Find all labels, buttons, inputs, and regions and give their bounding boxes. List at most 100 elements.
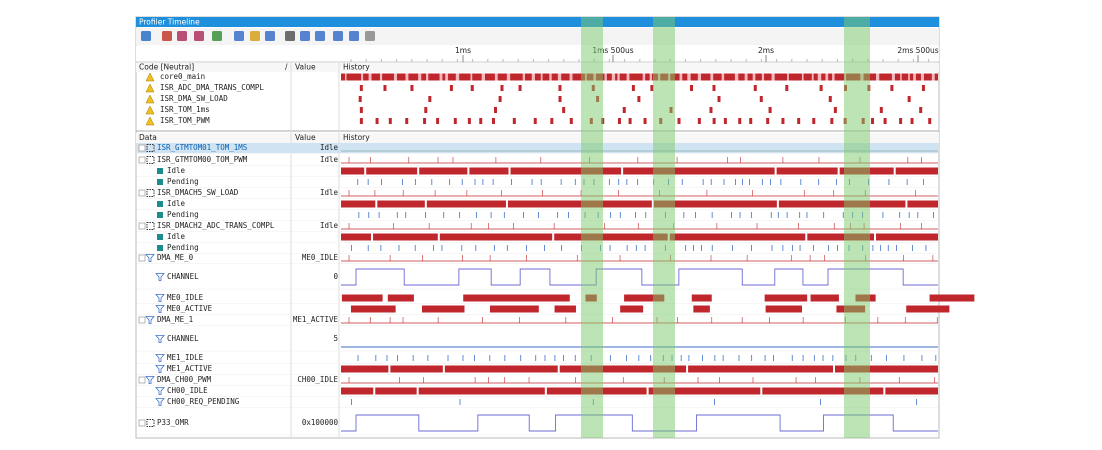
toolbar-button[interactable]: [212, 31, 222, 41]
data-label[interactable]: ISR_DMACH5_SW_LOAD: [157, 188, 239, 197]
toolbar-button[interactable]: [234, 31, 244, 41]
code-label[interactable]: ISR_TOM_1ms: [160, 105, 210, 114]
state-gap: [371, 233, 374, 241]
history-event: [491, 118, 495, 124]
toolbar-button[interactable]: [365, 31, 375, 41]
title-bar: [136, 17, 939, 27]
data-label[interactable]: ME1_ACTIVE: [167, 364, 213, 373]
state-gap: [832, 365, 835, 373]
state-gap: [544, 387, 547, 395]
filter-icon: [145, 316, 155, 324]
toolbar-button[interactable]: [162, 31, 172, 41]
data-label[interactable]: ISR_GTMTOM01_TOM_1MS: [157, 143, 248, 152]
toolbar-button[interactable]: [315, 31, 325, 41]
data-label[interactable]: Idle: [167, 232, 186, 241]
data-label[interactable]: Pending: [167, 210, 199, 219]
history-gap: [771, 73, 775, 81]
data-value: ME1_ACTIVE: [293, 315, 339, 324]
code-label[interactable]: core0_main: [160, 72, 205, 81]
expander[interactable]: [138, 254, 146, 262]
toolbar-button[interactable]: [285, 31, 295, 41]
state-bar: [341, 200, 938, 208]
data-label[interactable]: ME1_IDLE: [167, 353, 204, 362]
toolbar-button[interactable]: [194, 31, 204, 41]
state-gap: [552, 233, 555, 241]
column-header: Data: [139, 133, 157, 142]
state-block: [463, 294, 506, 302]
state-gap: [437, 233, 440, 241]
history-event: [569, 118, 573, 124]
history-event: [833, 107, 837, 113]
data-label[interactable]: Pending: [167, 177, 199, 186]
data-label[interactable]: ME0_IDLE: [167, 293, 204, 302]
history-event: [512, 118, 516, 124]
history-event: [766, 118, 770, 124]
history-gap: [557, 73, 562, 81]
history-event: [622, 107, 626, 113]
history-gap: [617, 73, 620, 81]
expander[interactable]: [138, 316, 146, 324]
state-bar: [341, 167, 938, 175]
signal-icon: [146, 419, 155, 427]
expander[interactable]: [138, 222, 146, 230]
toolbar-button[interactable]: [141, 31, 151, 41]
toolbar-button[interactable]: [300, 31, 310, 41]
data-label[interactable]: Idle: [167, 166, 186, 175]
data-label[interactable]: ME0_ACTIVE: [167, 304, 213, 313]
data-label[interactable]: CH00_REQ_PENDING: [167, 397, 240, 406]
state-gap: [557, 365, 560, 373]
state-icon: [157, 212, 163, 218]
code-label[interactable]: ISR_TOM_PWM: [160, 116, 210, 125]
expander[interactable]: [138, 376, 146, 384]
history-event: [470, 85, 474, 91]
history-event: [558, 96, 562, 102]
data-label[interactable]: P33_OMR: [157, 418, 189, 427]
state-block: [929, 294, 975, 302]
toolbar-button[interactable]: [333, 31, 343, 41]
data-label[interactable]: DMA_ME_1: [157, 315, 193, 324]
code-label[interactable]: ISR_DMA_SW_LOAD: [160, 94, 228, 103]
history-event: [712, 118, 716, 124]
history-gap: [811, 73, 814, 81]
toolbar-button[interactable]: [250, 31, 260, 41]
history-event: [424, 107, 428, 113]
history-event: [493, 107, 497, 113]
data-label[interactable]: DMA_ME_0: [157, 253, 194, 262]
window-title: Profiler Timeline: [139, 18, 200, 27]
history-event: [812, 118, 816, 124]
filter-icon: [155, 273, 165, 281]
history-gap: [455, 73, 460, 81]
data-label[interactable]: CHANNEL: [167, 334, 199, 343]
code-label[interactable]: ISR_ADC_DMA_TRANS_COMPL: [160, 83, 264, 92]
history-gap: [761, 73, 765, 81]
data-label[interactable]: Idle: [167, 199, 186, 208]
data-label[interactable]: DMA_CH00_PWM: [157, 375, 212, 384]
toolbar-button[interactable]: [177, 31, 187, 41]
data-label[interactable]: ISR_DMACH2_ADC_TRANS_COMPL: [157, 221, 275, 230]
expander[interactable]: [138, 419, 146, 427]
warning-icon: [145, 116, 155, 126]
data-label[interactable]: ISR_GTMTOM00_TOM_PWM: [157, 155, 248, 164]
data-label[interactable]: CHANNEL: [167, 272, 199, 281]
expander[interactable]: [138, 144, 146, 152]
expander[interactable]: [138, 156, 146, 164]
history-event: [405, 118, 409, 124]
data-value: 0: [333, 272, 338, 281]
data-label[interactable]: CH00_IDLE: [167, 386, 208, 395]
history-gap: [445, 73, 449, 81]
expander[interactable]: [138, 189, 146, 197]
history-gap: [687, 73, 691, 81]
toolbar-button[interactable]: [349, 31, 359, 41]
history-event: [738, 118, 742, 124]
state-icon: [157, 245, 163, 251]
filter-icon: [155, 335, 165, 343]
toolbar-button[interactable]: [265, 31, 275, 41]
history-event: [689, 85, 693, 91]
history-event: [388, 118, 392, 124]
column-header: Value: [295, 63, 316, 72]
history-event: [907, 96, 911, 102]
history-event: [712, 85, 716, 91]
data-label[interactable]: Pending: [167, 243, 199, 252]
history-gap: [734, 73, 739, 81]
